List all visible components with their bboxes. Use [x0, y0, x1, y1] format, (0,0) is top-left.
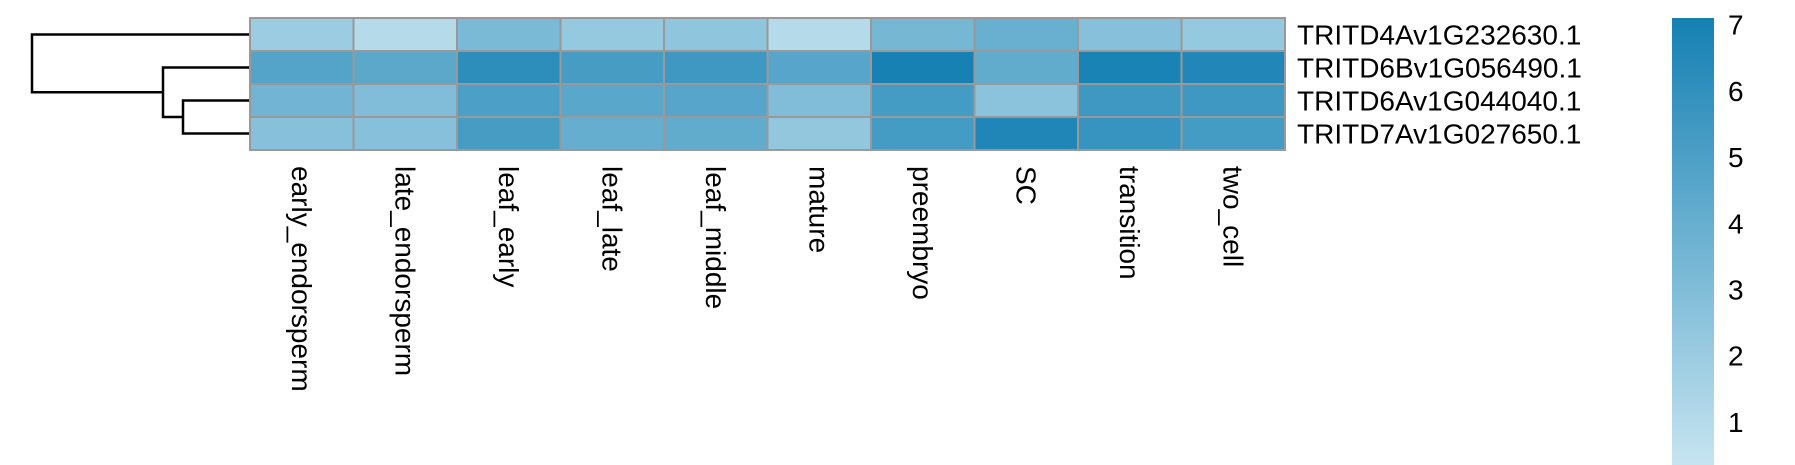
color-legend: 1 2 3 4 5 6 7: [1672, 10, 1744, 465]
heatmap-cell: [352, 50, 458, 85]
heatmap-cell: [1077, 116, 1183, 151]
heatmap-cell: [559, 50, 665, 85]
heatmap-cell: [870, 116, 976, 151]
colorbar-tick-label: 5: [1728, 142, 1744, 173]
heatmap-cell: [766, 83, 872, 118]
heatmap-cell: [1180, 50, 1286, 85]
heatmap-cell: [1077, 83, 1183, 118]
heatmap-cell: [766, 17, 872, 52]
heatmap-cell: [456, 83, 562, 118]
colorbar-tick-label: 6: [1728, 76, 1744, 107]
heatmap-cell: [973, 83, 1079, 118]
heatmap-cell: [559, 116, 665, 151]
heatmap-cell: [352, 17, 458, 52]
heatmap-cell: [1180, 17, 1286, 52]
heatmap-cell: [249, 17, 355, 52]
column-label: mature: [803, 166, 834, 253]
dendrogram-branch: [161, 66, 250, 119]
heatmap-cell: [663, 17, 769, 52]
heatmap-cell: [870, 50, 976, 85]
heatmap-cell: [973, 116, 1079, 151]
column-label: leaf_middle: [700, 166, 731, 309]
heatmap-cell: [249, 83, 355, 118]
heatmap-cell: [766, 50, 872, 85]
column-label: leaf_early: [493, 166, 524, 287]
heatmap-cell: [352, 83, 458, 118]
heatmap-cell: [559, 17, 665, 52]
heatmap-cell: [456, 50, 562, 85]
column-label: preembryo: [907, 166, 938, 300]
row-label: TRITD4Av1G232630.1: [1297, 20, 1581, 51]
column-labels: early_endorsperm late_endorsperm leaf_earl…: [286, 166, 1249, 392]
heatmap-cell: [766, 116, 872, 151]
heatmap-cell: [559, 83, 665, 118]
heatmap-cell: [249, 50, 355, 85]
colorbar-tick-label: 2: [1728, 341, 1744, 372]
heatmap-cell: [663, 116, 769, 151]
heatmap-cell: [456, 116, 562, 151]
heatmap-cell: [1077, 17, 1183, 52]
heatmap-cells: [249, 17, 1286, 151]
heatmap-cell: [973, 50, 1079, 85]
column-label: two_cell: [1217, 166, 1248, 267]
heatmap-cell: [870, 17, 976, 52]
heatmap-cell: [1180, 116, 1286, 151]
colorbar-tick-label: 1: [1728, 407, 1744, 438]
heatmap-cell: [456, 17, 562, 52]
dendrogram-branch: [30, 33, 250, 94]
heatmap-cell: [1077, 50, 1183, 85]
column-label: late_endorsperm: [389, 166, 420, 376]
row-labels: TRITD4Av1G232630.1TRITD6Bv1G056490.1TRIT…: [1297, 20, 1582, 150]
row-label: TRITD7Av1G027650.1: [1297, 119, 1581, 150]
colorbar-tick-label: 7: [1728, 10, 1744, 41]
column-label: leaf_late: [596, 166, 627, 272]
heatmap-cell: [352, 116, 458, 151]
colorbar-gradient: [1672, 18, 1714, 465]
heatmap-cell: [663, 50, 769, 85]
row-dendrogram: [30, 33, 250, 135]
colorbar-tick-label: 3: [1728, 275, 1744, 306]
heatmap-cell: [973, 17, 1079, 52]
heatmap-cell: [249, 116, 355, 151]
column-label: SC: [1010, 166, 1041, 205]
dendrogram-branch: [181, 99, 250, 135]
heatmap-cell: [1180, 83, 1286, 118]
heatmap-cell: [870, 83, 976, 118]
row-label: TRITD6Av1G044040.1: [1297, 86, 1581, 117]
column-label: transition: [1114, 166, 1145, 280]
row-label: TRITD6Bv1G056490.1: [1297, 53, 1582, 84]
column-label: early_endorsperm: [286, 166, 317, 392]
colorbar-tick-label: 4: [1728, 208, 1744, 239]
heatmap-cell: [663, 83, 769, 118]
